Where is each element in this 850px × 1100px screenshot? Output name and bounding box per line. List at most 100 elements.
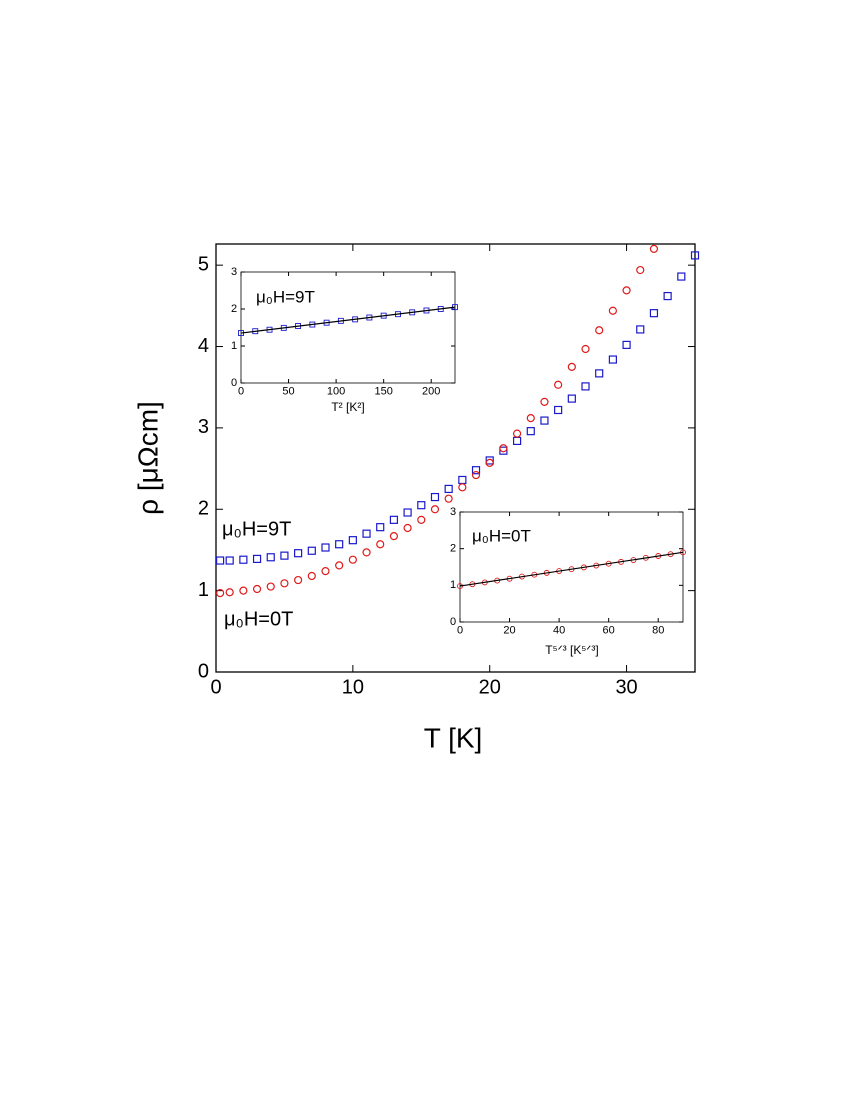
data-point [649,244,659,253]
data-point [581,344,590,354]
data-point [389,532,399,541]
annotation: μ₀H=9T [256,287,315,306]
data-point [595,326,604,335]
x-tick-label: 0 [238,386,244,398]
data-point [581,382,590,391]
data-point [239,586,248,595]
y-tick-label: 4 [198,335,209,357]
data-point [403,508,412,517]
data-point [294,549,303,558]
data-point [362,529,371,538]
data-point [307,571,316,581]
data-point [225,556,234,565]
data-point [321,567,330,576]
data-point [216,556,225,565]
data-point [622,340,631,349]
data-point [444,484,453,494]
data-point [280,551,289,560]
data-point [417,501,426,510]
data-point [677,272,686,281]
annotation: μ₀H=9T [222,518,291,540]
annotation: μ₀H=0T [224,608,293,630]
data-point [526,427,535,436]
plot-frame [215,243,696,673]
x-tick-label: 20 [503,625,515,637]
data-point [389,515,399,524]
plot-frame [240,271,456,384]
data-point [567,362,576,371]
data-point [252,554,262,563]
data-point [471,466,481,475]
data-point [335,540,344,549]
x-tick-label: 60 [603,625,615,637]
data-point [636,325,645,334]
data-point [690,251,700,260]
x-axis-label: T² [K²] [331,400,364,414]
x-tick-label: 200 [422,386,440,398]
y-tick-label: 5 [198,253,209,275]
data-point [636,265,645,275]
data-point [663,291,672,301]
data-point [216,588,225,598]
x-tick-label: 80 [652,625,664,637]
data-point [376,540,385,549]
data-point [471,470,481,480]
data-point [239,555,248,564]
data-point [499,446,508,455]
data-point [280,579,289,588]
y-axis-label: ρ [μΩcm] [132,401,163,515]
plot-frame [459,511,684,623]
data-point [430,505,440,514]
x-tick-label: 0 [210,676,221,698]
data-point [512,436,522,446]
y-tick-label: 2 [198,498,209,520]
data-point [649,309,659,318]
y-tick-label: 0 [198,660,209,682]
y-tick-label: 1 [231,340,237,352]
data-point [321,543,330,552]
data-point [554,380,563,389]
data-point [567,394,576,403]
y-tick-label: 3 [231,266,237,278]
x-axis-label: T⁵ᐟ³ [K⁵ᐟ³] [545,643,598,657]
x-tick-label: 40 [553,625,565,637]
data-point [225,588,234,597]
data-point [362,548,371,557]
data-point [430,492,440,502]
fit-line [240,306,456,334]
data-point [540,416,549,425]
data-point [485,458,494,467]
y-tick-label: 0 [450,616,456,628]
data-point [307,546,316,555]
data-point [622,286,631,295]
data-point [554,405,563,415]
y-tick-label: 1 [450,579,456,591]
fit-line [459,551,684,587]
data-point [526,414,535,423]
x-tick-label: 150 [374,386,392,398]
y-tick-label: 3 [450,506,456,518]
inset-background [241,272,455,383]
data-point [348,555,357,564]
x-tick-label: 30 [615,676,637,698]
data-point [376,523,385,532]
y-tick-label: 0 [231,377,237,389]
x-tick-label: 0 [457,625,463,637]
data-point [499,444,508,453]
data-point [266,582,275,591]
data-point [266,553,275,562]
y-tick-label: 2 [450,543,456,555]
data-point [417,515,426,524]
annotation: μ₀H=0T [472,526,531,545]
data-point [252,584,262,594]
data-point [444,494,453,503]
data-point [608,355,617,364]
x-tick-label: 100 [327,386,345,398]
x-tick-label: 50 [282,386,294,398]
y-tick-label: 3 [198,416,209,438]
data-point [512,429,522,438]
y-tick-label: 1 [198,579,209,601]
data-point [595,369,604,378]
data-point [458,483,467,492]
